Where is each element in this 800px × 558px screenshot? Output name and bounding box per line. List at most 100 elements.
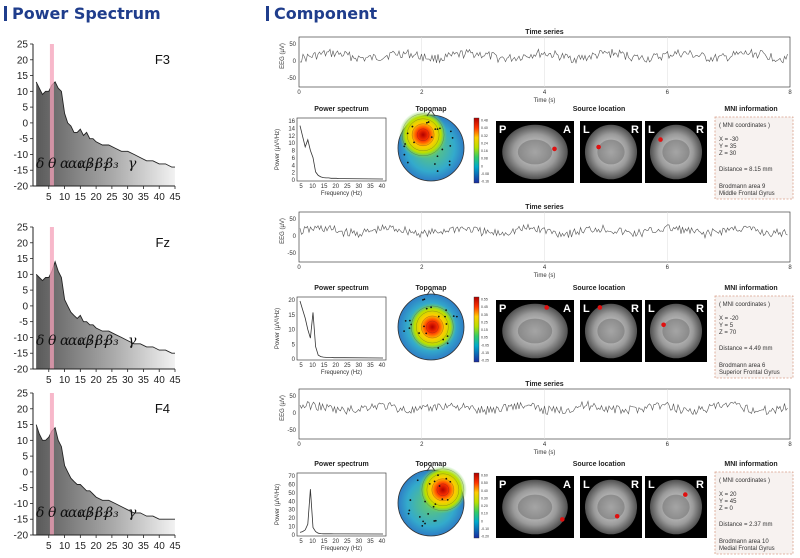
band-label: β₂	[94, 156, 109, 172]
component-ps-xtick: 20	[332, 184, 339, 190]
source-marker	[544, 305, 549, 310]
colorbar-tick: 0.25	[481, 320, 488, 324]
component-ps-ytick: 12	[288, 134, 295, 140]
x-tick-label: 25	[106, 192, 118, 203]
electrode-dot	[427, 513, 430, 515]
frequency-highlight-band	[49, 44, 54, 186]
electrode-dot	[423, 325, 425, 328]
colorbar-tick: 0.60	[481, 474, 488, 478]
component-ps-xtick: 30	[356, 539, 363, 545]
electrode-dot	[434, 128, 437, 131]
mni-z: Z = 70	[719, 330, 737, 336]
component-ps-ytick: 60	[288, 482, 295, 488]
electrode-dot	[434, 503, 437, 506]
electrode-dot	[446, 335, 449, 338]
mni-x: X = -20	[719, 316, 739, 322]
electrode-dot	[404, 143, 407, 145]
orientation-label: P	[499, 303, 506, 315]
colorbar-tick: 0.24	[481, 141, 488, 145]
colorbar-tick: 0.32	[481, 134, 488, 138]
colorbar-tick: -0.05	[481, 343, 489, 347]
orientation-label: R	[696, 303, 704, 315]
band-label: α₁	[68, 156, 83, 172]
topomap-contour	[416, 310, 449, 344]
mni-header: ( MNI coordinates )	[719, 478, 770, 484]
mni-info-box	[714, 295, 794, 379]
time-series-xlabel: Time (s)	[534, 273, 556, 279]
mni-distance: Distance = 4.49 mm	[719, 346, 773, 352]
ts-x-tick: 6	[666, 265, 670, 271]
colorbar-tick: -0.25	[481, 359, 489, 363]
eeg-trace	[299, 400, 788, 416]
source-location-title: Source location	[573, 285, 626, 292]
colorbar-tick: 0.55	[481, 298, 488, 302]
brain-inner-structure	[597, 318, 625, 344]
component-ps-xtick: 5	[299, 184, 303, 190]
electrode-dot	[441, 498, 444, 501]
colorbar-tick: 0.35	[481, 313, 488, 317]
electrode-dot	[407, 512, 410, 515]
component-ps-ylabel: Power (µV²/Hz)	[275, 129, 281, 170]
y-tick-label: -10	[14, 150, 29, 161]
component-ps-ytick: 50	[288, 491, 295, 497]
y-tick-label: 15	[17, 71, 29, 82]
spectrum-area	[36, 424, 176, 535]
component-ps-frame	[296, 296, 387, 361]
electrode-dot	[445, 309, 448, 312]
mni-region: Middle Frontal Gyrus	[719, 191, 775, 197]
band-label: α	[60, 156, 70, 172]
topomap-contour	[406, 118, 440, 151]
y-tick-label: 5	[22, 103, 28, 114]
electrode-dot	[445, 323, 448, 325]
source-marker	[661, 322, 666, 328]
electrode-dot	[421, 524, 424, 527]
ts-x-tick: 6	[666, 442, 670, 448]
source-marker	[596, 144, 601, 150]
source-marker	[614, 514, 620, 519]
electrode-dot	[455, 315, 458, 318]
x-tick-label: 45	[169, 541, 181, 552]
mni-distance: Distance = 8.15 mm	[719, 167, 773, 173]
electrode-dot	[427, 121, 430, 123]
component-ps-ytick: 16	[288, 119, 295, 125]
component-ps-ytick: 15	[288, 313, 295, 319]
mni-y: Y = 35	[719, 144, 737, 150]
electrode-dot	[436, 128, 439, 131]
brain-inner-structure	[517, 139, 553, 165]
orientation-label: L	[583, 479, 590, 491]
topomap-hotspot	[408, 303, 457, 351]
time-series-panel: Time series EEG (µV) 50 0 -50 0 2 4 6 8 Time (s)	[280, 381, 792, 456]
x-tick-label: 15	[75, 192, 87, 203]
electrode-dot	[433, 480, 436, 483]
component-section-title: Component	[266, 4, 377, 23]
orientation-label: P	[499, 124, 506, 136]
band-label: γ	[128, 333, 137, 349]
band-label: β₃	[104, 505, 119, 521]
component-ps-title: Power spectrum	[314, 461, 368, 468]
ts-y-tick: -50	[287, 251, 296, 257]
electrode-dot	[448, 163, 451, 166]
source-location-title: Source location	[573, 461, 626, 468]
component-ps-ytick: 20	[288, 298, 295, 304]
component-ps-frame	[296, 117, 387, 182]
electrode-dot	[418, 516, 421, 518]
y-tick-label: 20	[17, 238, 29, 249]
band-label: β₂	[94, 333, 109, 349]
orientation-label: R	[631, 124, 639, 136]
component-ps-xtick: 25	[344, 363, 351, 369]
component-panel: Power spectrum Power (µV²/Hz) Frequency (H…	[275, 106, 794, 200]
band-label: α₂	[77, 156, 92, 172]
band-label: β₃	[104, 333, 119, 349]
source-marker	[560, 517, 565, 522]
electrode-dot	[434, 519, 437, 522]
component-ps-xlabel: Frequency (Hz)	[321, 370, 362, 376]
ts-x-tick: 8	[788, 442, 792, 448]
ts-x-tick: 4	[543, 442, 547, 448]
